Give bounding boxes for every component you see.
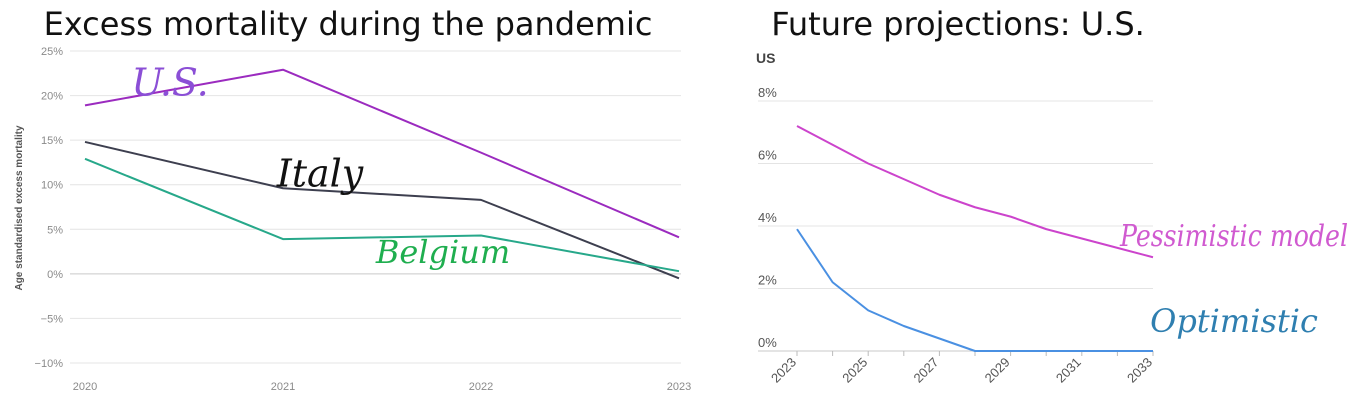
right-x-ticks: 2023 2025 2027 2029 2031 2033 <box>768 351 1155 386</box>
right-y-tick-label: 4% <box>758 210 777 225</box>
series-label-optimistic: Optimistic <box>1150 302 1318 340</box>
series-label-u-s: U.S. <box>131 60 208 104</box>
left-x-tick-label: 2023 <box>667 381 691 393</box>
right-y-tick-label: 2% <box>758 273 777 288</box>
series-line-optimistic <box>796 228 1153 352</box>
right-x-tick-label: 2027 <box>910 355 941 386</box>
left-y-tick-label: 0% <box>47 269 63 281</box>
series-line-pessimistic-model <box>796 125 1154 259</box>
right-x-tick-label: 2025 <box>839 355 870 386</box>
right-y-tick-label: 6% <box>758 148 777 163</box>
right-y-tick-label: 0% <box>758 335 777 350</box>
left-series-lines <box>84 68 680 280</box>
left-x-ticks: 2020 2021 2022 2023 <box>73 381 691 393</box>
left-x-tick-label: 2021 <box>271 381 295 393</box>
left-y-ticks: 25% 20% 15% 10% 5% 0% −5% −10% <box>35 46 64 370</box>
series-line-belgium <box>84 157 680 273</box>
right-panel-label: US <box>756 50 775 66</box>
right-gridlines <box>758 100 1153 352</box>
right-y-tick-label: 8% <box>758 85 777 100</box>
series-label-pessimistic-model: Pessimistic model <box>1119 219 1348 254</box>
left-y-tick-label: 25% <box>41 46 63 58</box>
series-line-u-s <box>84 68 680 239</box>
left-y-tick-label: −10% <box>35 358 64 370</box>
series-line-italy <box>84 140 680 280</box>
right-x-tick-label: 2023 <box>768 355 799 386</box>
left-y-tick-label: 5% <box>47 224 63 236</box>
left-series-labels: U.S. Italy Belgium <box>131 60 510 271</box>
right-chart: Future projections: U.S. US 8% 6% 4% 2% 0% 2… <box>756 5 1348 386</box>
left-y-tick-label: −5% <box>41 313 64 325</box>
series-label-italy: Italy <box>276 151 364 195</box>
left-gridlines <box>70 50 681 364</box>
left-y-tick-label: 15% <box>41 135 63 147</box>
right-chart-title: Future projections: U.S. <box>771 5 1145 43</box>
series-label-belgium: Belgium <box>375 233 510 271</box>
left-chart-title: Excess mortality during the pandemic <box>44 5 653 43</box>
right-x-tick-label: 2029 <box>982 355 1013 386</box>
right-x-tick-label: 2033 <box>1124 355 1155 386</box>
left-x-tick-label: 2020 <box>73 381 97 393</box>
left-x-tick-label: 2022 <box>469 381 493 393</box>
right-x-tick-label: 2031 <box>1053 355 1084 386</box>
right-series-labels: Pessimistic model Optimistic <box>1119 219 1348 340</box>
left-chart: Excess mortality during the pandemic Age… <box>14 5 691 393</box>
right-y-ticks: 8% 6% 4% 2% 0% <box>758 85 777 350</box>
left-y-axis-label: Age standardised excess mortality <box>14 125 25 291</box>
right-series-lines <box>796 125 1154 352</box>
left-y-tick-label: 20% <box>41 91 63 103</box>
left-y-tick-label: 10% <box>41 180 63 192</box>
